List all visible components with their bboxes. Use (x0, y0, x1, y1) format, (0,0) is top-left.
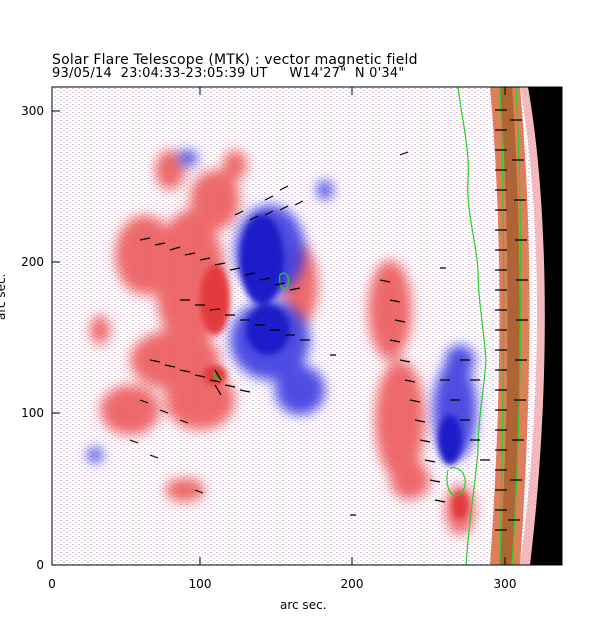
x-tick-label: 300 (494, 577, 517, 591)
y-tick-label: 300 (21, 104, 44, 118)
x-tick-label: 100 (189, 577, 212, 591)
x-axis-ticks (51, 87, 506, 565)
plot-frame (51, 86, 563, 566)
y-tick-label: 100 (21, 406, 44, 420)
x-tick-label: 200 (341, 577, 364, 591)
y-tick-label: 200 (21, 255, 44, 269)
magnetogram-image (52, 87, 562, 565)
x-axis-label: arc sec. (280, 598, 327, 612)
y-axis-ticks (52, 110, 562, 566)
y-tick-label: 0 (36, 558, 44, 572)
x-tick-label: 0 (48, 577, 56, 591)
strong-negative-cores (240, 215, 462, 465)
off-limb-space (528, 87, 562, 565)
observation-info: 93/05/14 23:04:33-23:05:39 UT W14'27" N … (52, 66, 405, 81)
map-title: Solar Flare Telescope (MTK) : vector mag… (52, 52, 418, 68)
transverse-field-vectors (129, 109, 528, 531)
neutral-lines (213, 87, 522, 565)
y-tick-labels: 0 100 200 300 (21, 104, 44, 572)
x-tick-labels: 0 100 200 300 (48, 577, 516, 591)
